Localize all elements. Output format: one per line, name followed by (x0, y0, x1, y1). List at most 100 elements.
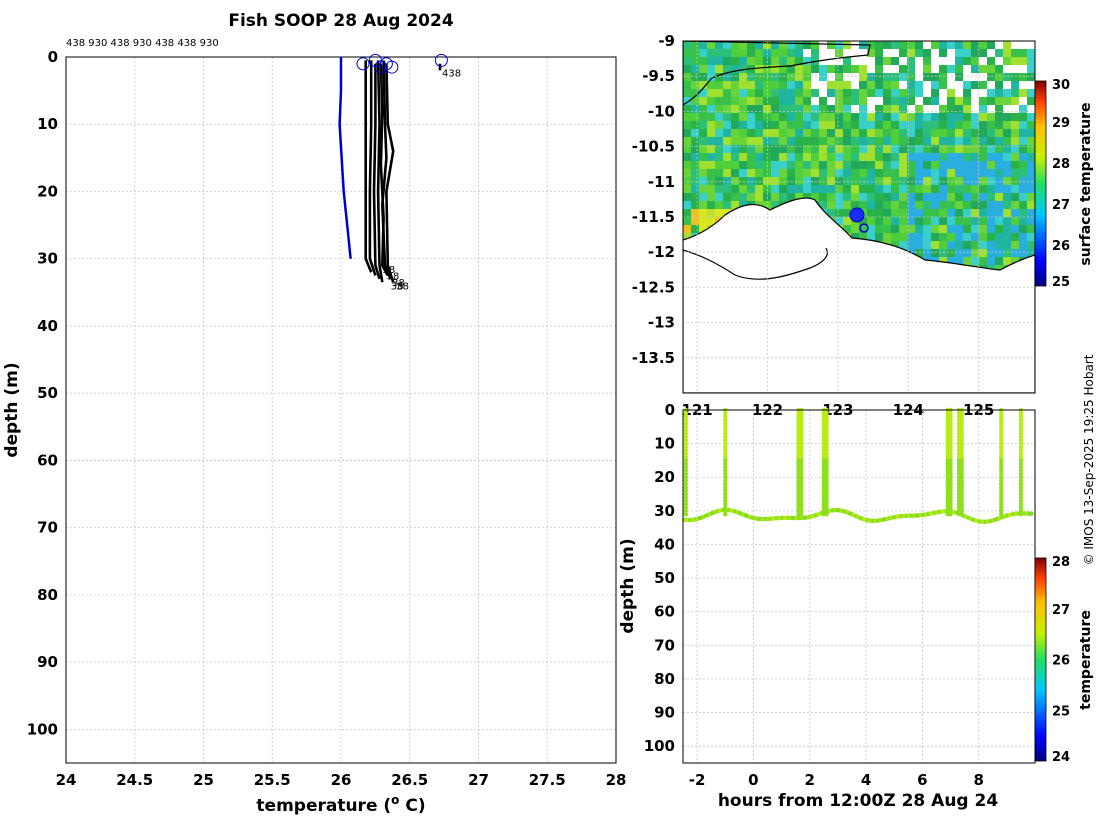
sst-cell (787, 105, 795, 113)
temperature-profile-line (372, 63, 381, 280)
sst-cell (979, 105, 987, 113)
depth-time-point (999, 512, 1004, 517)
sst-cell (907, 121, 915, 129)
map-y-ticks: -9 -9.5 -10 -10.5 -11 -11.5 -12 -12.5 -13 -13.5 (632, 32, 675, 367)
sst-cell (763, 97, 771, 105)
sst-cell (939, 217, 947, 225)
sst-cell (963, 113, 971, 121)
profile-x-tick-label: 24.5 (116, 771, 153, 789)
sst-cell (1019, 145, 1027, 153)
sst-cell (907, 81, 915, 89)
sst-cell (1011, 113, 1019, 121)
sst-cell (939, 65, 947, 73)
depth-time-point (824, 495, 829, 500)
sst-cell (779, 185, 787, 193)
sst-cell (683, 137, 691, 145)
sst-cell (923, 57, 931, 65)
sst-cell (747, 113, 755, 121)
sst-cell (947, 73, 955, 81)
sst-cell (755, 105, 763, 113)
depth-time-point (948, 427, 953, 433)
depth-time-point (683, 438, 689, 443)
temperature-colorbar-label: temperature (1078, 610, 1094, 710)
sst-cell (747, 185, 755, 193)
sst-cell (987, 113, 995, 121)
sst-cell (1027, 73, 1035, 81)
sst-cell (699, 225, 707, 233)
depth-time-point (799, 448, 804, 453)
depth-time-point (959, 414, 964, 419)
depth-time-point (683, 498, 689, 503)
sst-cell (899, 57, 907, 65)
sst-cell (771, 185, 779, 193)
sst-colorbar-label: surface temperature (1078, 102, 1094, 265)
depth-time-point (999, 441, 1004, 446)
sst-cell (971, 41, 979, 49)
depth-time-point (799, 468, 804, 473)
sst-cell (971, 177, 979, 185)
sst-cell (963, 145, 971, 153)
depth-time-point (799, 427, 804, 433)
sst-cell (731, 153, 739, 161)
sst-cell (699, 193, 707, 201)
sst-cell (1011, 209, 1019, 217)
sst-cell (939, 233, 947, 241)
sst-cell (763, 161, 771, 169)
sst-cell (923, 129, 931, 137)
profile-y-axis-label: depth (m) (2, 362, 22, 457)
sst-cell (787, 97, 795, 105)
depth-time-point (959, 427, 964, 433)
sst-cell (979, 177, 987, 185)
sst-cell (859, 161, 867, 169)
sst-cell (819, 153, 827, 161)
sst-cell (771, 73, 779, 81)
sst-cell (867, 225, 875, 233)
sst-cell (955, 177, 963, 185)
temperature-colorbar-tick-label: 27 (1052, 603, 1070, 618)
depth-time-point (999, 505, 1004, 510)
sst-cell (947, 249, 955, 257)
sst-cell (795, 153, 803, 161)
sst-cell (851, 121, 859, 129)
sst-cell (891, 129, 899, 137)
sst-cell (955, 169, 963, 177)
profile-id-label: 438 (442, 68, 461, 79)
sst-cell (971, 193, 979, 201)
sst-cell (755, 153, 763, 161)
sst-cell (955, 217, 963, 225)
temperature-colorbar-tick-label: 24 (1052, 750, 1070, 765)
sst-cell (883, 57, 891, 65)
sst-cell (859, 97, 867, 105)
sst-cell (1027, 249, 1035, 257)
sst-cell (779, 97, 787, 105)
depth-time-point (999, 421, 1004, 426)
sst-cell (1027, 169, 1035, 177)
sst-cell (883, 233, 891, 241)
depth-time-point (799, 464, 804, 470)
sst-cell (883, 209, 891, 217)
sst-cell (811, 41, 819, 49)
ship-position-marker (849, 207, 865, 223)
sst-cell (803, 185, 811, 193)
sst-cell (939, 225, 947, 233)
depth-time-point (999, 488, 1004, 493)
depth-time-point (959, 495, 964, 500)
sst-cell (947, 169, 955, 177)
sst-cell (683, 65, 691, 73)
sst-cell (931, 153, 939, 161)
sst-cell (1003, 113, 1011, 121)
sst-cell (907, 113, 915, 121)
sst-cell (835, 65, 843, 73)
sst-cell (1019, 185, 1027, 193)
sst-cell (883, 185, 891, 193)
depth-time-point (1029, 511, 1034, 516)
depth-time-point (799, 485, 804, 490)
sst-cell (835, 145, 843, 153)
sst-cell (859, 201, 867, 209)
sst-cell (899, 49, 907, 57)
sst-cell (699, 113, 707, 121)
depth-time-point (799, 491, 804, 497)
sst-cell (819, 169, 827, 177)
depth-time-point (959, 508, 964, 514)
sst-cell (723, 81, 731, 89)
